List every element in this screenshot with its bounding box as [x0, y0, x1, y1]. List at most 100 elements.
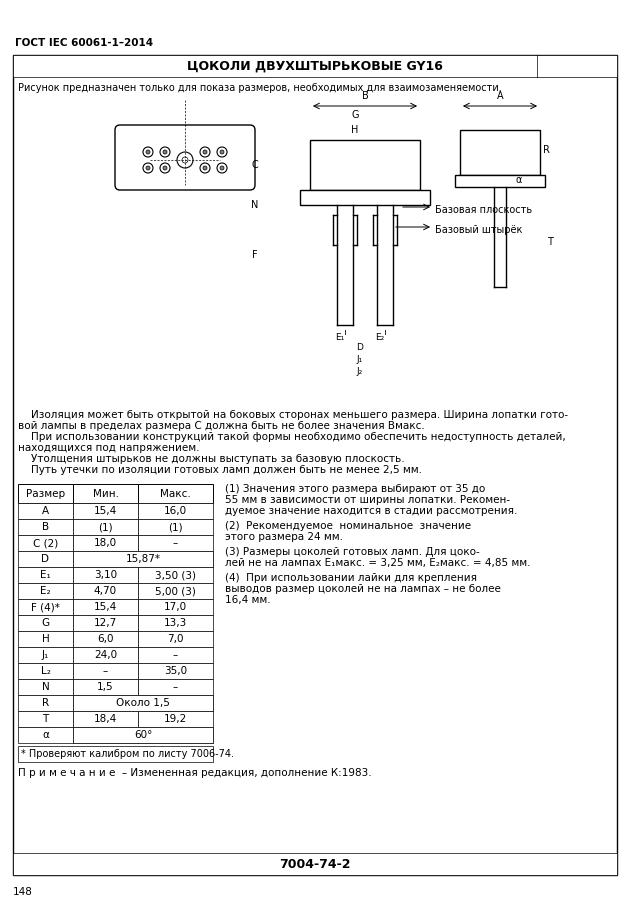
Text: J₁: J₁	[42, 650, 49, 660]
Circle shape	[160, 163, 170, 173]
Bar	[138, 727, 213, 743]
Text: 4,70: 4,70	[94, 586, 117, 596]
Text: –: –	[103, 666, 108, 677]
Text: Базовый штырёк: Базовый штырёк	[435, 225, 522, 235]
Text: A: A	[42, 506, 49, 516]
Bar	[73, 663, 138, 679]
Text: L₂: L₂	[40, 666, 50, 677]
Text: α: α	[42, 730, 49, 740]
Bar	[73, 679, 138, 695]
Bar	[73, 695, 213, 711]
Circle shape	[220, 150, 224, 154]
Text: (2)  Рекомендуемое  номинальное  значение: (2) Рекомендуемое номинальное значение	[225, 521, 471, 531]
Bar	[455, 175, 545, 187]
Bar	[138, 711, 213, 727]
Bar	[73, 503, 138, 519]
Bar	[138, 484, 213, 503]
Text: 148: 148	[13, 887, 33, 897]
Bar	[138, 567, 213, 583]
Text: N: N	[42, 682, 49, 692]
Bar	[460, 130, 540, 175]
Text: B: B	[362, 91, 369, 101]
Text: дуемое значение находится в стадии рассмотрения.: дуемое значение находится в стадии рассм…	[225, 506, 517, 516]
Circle shape	[217, 147, 227, 157]
Bar	[73, 615, 138, 631]
Bar	[18, 727, 73, 743]
Text: Размер: Размер	[26, 488, 65, 498]
Bar	[18, 519, 73, 535]
Bar	[73, 583, 138, 599]
Text: R: R	[42, 698, 49, 708]
Text: N: N	[251, 200, 259, 210]
Text: выводов размер цоколей не на лампах – не более: выводов размер цоколей не на лампах – не…	[225, 584, 501, 594]
Text: Рисунок предназначен только для показа размеров, необходимых для взаимозаменяемо: Рисунок предназначен только для показа р…	[18, 83, 501, 93]
Bar	[13, 55, 617, 77]
Text: 15,87*: 15,87*	[125, 554, 161, 564]
Text: Изоляция может быть открытой на боковых сторонах меньшего размера. Ширина лопатк: Изоляция может быть открытой на боковых …	[18, 410, 568, 420]
Text: F (4)*: F (4)*	[31, 603, 60, 613]
Bar	[18, 503, 73, 519]
Text: Около 1,5: Около 1,5	[116, 698, 170, 708]
Bar	[18, 551, 73, 567]
Circle shape	[200, 147, 210, 157]
Bar	[13, 55, 617, 875]
Text: 3,10: 3,10	[94, 571, 117, 580]
Text: (3) Размеры цоколей готовых ламп. Для цоко-: (3) Размеры цоколей готовых ламп. Для цо…	[225, 547, 480, 557]
Text: E₁: E₁	[335, 333, 345, 342]
Text: T: T	[547, 237, 553, 247]
Bar	[73, 484, 138, 503]
Text: 18,4: 18,4	[94, 714, 117, 724]
Bar	[138, 583, 213, 599]
Text: C: C	[251, 160, 258, 170]
Circle shape	[163, 150, 167, 154]
Text: F: F	[252, 250, 258, 260]
Circle shape	[203, 166, 207, 170]
Text: 35,0: 35,0	[164, 666, 187, 677]
Text: 15,4: 15,4	[94, 603, 117, 613]
Bar	[18, 535, 73, 551]
Bar	[18, 567, 73, 583]
Text: При использовании конструкций такой формы необходимо обеспечить недоступность де: При использовании конструкций такой форм…	[18, 432, 566, 442]
Text: 7004-74-2: 7004-74-2	[279, 857, 351, 870]
Bar	[73, 695, 138, 711]
Text: (1): (1)	[168, 522, 183, 532]
Text: 16,0: 16,0	[164, 506, 187, 516]
Text: –: –	[173, 682, 178, 692]
Text: 15,4: 15,4	[94, 506, 117, 516]
Text: C (2): C (2)	[33, 538, 58, 548]
Text: A: A	[496, 91, 503, 101]
Bar	[300, 190, 430, 205]
Bar	[73, 567, 138, 583]
Bar	[18, 663, 73, 679]
Text: 5,00 (3): 5,00 (3)	[155, 586, 196, 596]
Text: Путь утечки по изоляции готовых ламп должен быть не менее 2,5 мм.: Путь утечки по изоляции готовых ламп дол…	[18, 465, 422, 475]
Bar	[310, 140, 420, 190]
Bar	[73, 519, 138, 535]
Text: 12,7: 12,7	[94, 618, 117, 628]
Circle shape	[163, 166, 167, 170]
Text: R: R	[543, 145, 550, 155]
Bar	[18, 695, 73, 711]
Bar	[138, 663, 213, 679]
Bar	[73, 727, 138, 743]
Text: вой лампы в пределах размера С должна быть не более значения Вмакс.: вой лампы в пределах размера С должна бы…	[18, 421, 425, 431]
Text: 6,0: 6,0	[97, 635, 114, 645]
Bar	[18, 746, 213, 762]
Bar	[73, 551, 213, 567]
Bar	[138, 519, 213, 535]
Text: 18,0: 18,0	[94, 538, 117, 548]
Bar	[138, 647, 213, 663]
Text: Макс.: Макс.	[160, 488, 191, 498]
Circle shape	[146, 150, 150, 154]
Text: ЦОКОЛИ ДВУХШТЫРЬКОВЫЕ GY16: ЦОКОЛИ ДВУХШТЫРЬКОВЫЕ GY16	[187, 59, 443, 72]
Text: 16,4 мм.: 16,4 мм.	[225, 595, 271, 605]
Text: Утолщения штырьков не должны выступать за базовую плоскость.: Утолщения штырьков не должны выступать з…	[18, 454, 404, 464]
Text: 24,0: 24,0	[94, 650, 117, 660]
Bar	[138, 695, 213, 711]
Bar	[73, 711, 138, 727]
Circle shape	[177, 152, 193, 168]
Bar	[73, 599, 138, 615]
Bar	[18, 679, 73, 695]
Circle shape	[200, 163, 210, 173]
Bar	[138, 631, 213, 647]
